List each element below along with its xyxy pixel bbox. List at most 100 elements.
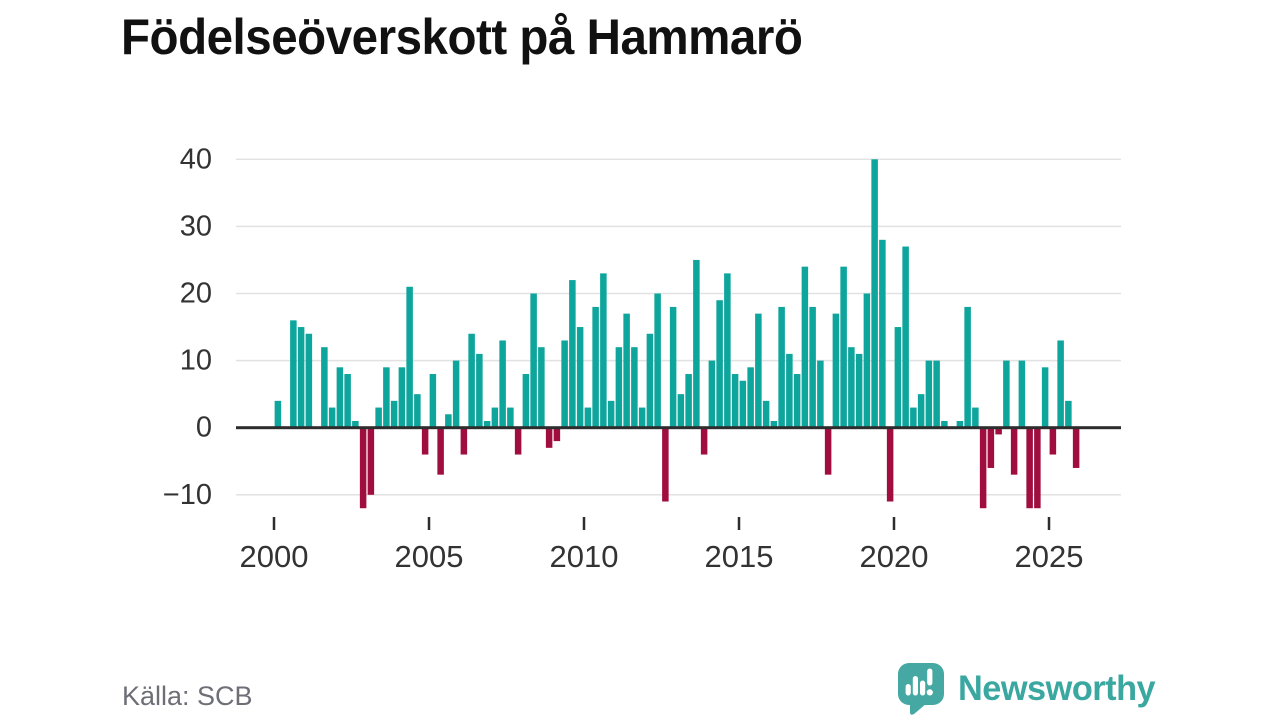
bar-2017-q2 — [809, 306, 816, 428]
x-tick-label: 2010 — [550, 539, 619, 574]
bar-2024-q1 — [1018, 360, 1026, 428]
bar-2002-q1 — [336, 367, 344, 428]
bar-2012-q3 — [662, 427, 669, 502]
bar-2011-q4 — [638, 407, 646, 428]
bar-2016-q2 — [778, 306, 785, 428]
y-tick-label: 0 — [196, 412, 212, 444]
bar-2022-q2 — [964, 306, 971, 428]
bar-2011-q1 — [615, 347, 623, 428]
x-tick-2000 — [272, 517, 276, 530]
bar-2013-q4 — [700, 427, 708, 455]
bar-2015-q3 — [755, 313, 762, 428]
bar-2017-q4 — [824, 427, 832, 475]
bar-2004-q1 — [398, 367, 406, 428]
bar-2015-q4 — [762, 400, 770, 428]
newsworthy-logo-text: Newsworthy — [958, 669, 1156, 708]
y-tick-label: 30 — [180, 210, 212, 242]
bar-2008-q4 — [545, 427, 553, 448]
bar-2017-q1 — [801, 266, 809, 428]
bar-2024-q3 — [1034, 427, 1041, 509]
bar-2000-q4 — [297, 327, 305, 428]
x-tick-label: 2025 — [1015, 539, 1084, 574]
bar-2022-q3 — [972, 407, 979, 428]
x-axis-line — [236, 426, 1121, 430]
bar-2025-q4 — [1072, 427, 1080, 468]
x-tick-label: 2020 — [860, 539, 929, 574]
bar-2021-q2 — [933, 360, 940, 428]
bar-2010-q4 — [607, 400, 615, 428]
bar-2016-q1 — [770, 420, 778, 428]
bar-2007-q4 — [514, 427, 522, 455]
y-tick-label: 40 — [180, 143, 212, 175]
newsworthy-logo-icon — [898, 663, 944, 715]
x-tick-label: 2005 — [395, 539, 464, 574]
y-tick-label: −10 — [163, 479, 212, 511]
source-label: Källa: SCB — [122, 681, 253, 711]
mini-bar-chart-exclamation-icon — [905, 668, 933, 696]
bar-2025-q1 — [1049, 427, 1057, 455]
bar-2014-q3 — [724, 273, 731, 428]
bar-2020-q3 — [910, 407, 917, 428]
gridline-40 — [236, 158, 1121, 161]
bar-2023-q3 — [1003, 360, 1010, 428]
bar-2021-q1 — [925, 360, 933, 428]
bar-2008-q3 — [538, 347, 545, 428]
bar-2004-q3 — [414, 394, 421, 428]
bar-2015-q2 — [747, 367, 754, 428]
bar-2003-q4 — [390, 400, 398, 428]
newsworthy-logo: Newsworthy — [897, 662, 1159, 716]
bar-2001-q3 — [321, 347, 328, 428]
bar-2024-q4 — [1041, 367, 1049, 428]
x-tick-2010 — [582, 517, 586, 530]
bar-2025-q2 — [1057, 340, 1064, 428]
chart-title: Födelseöverskott på Hammarö — [121, 9, 803, 65]
bar-2013-q3 — [693, 259, 700, 428]
bar-2023-q2 — [995, 427, 1002, 435]
bar-2009-q2 — [561, 340, 568, 428]
bar-2003-q2 — [375, 407, 382, 428]
bar-2004-q4 — [421, 427, 429, 455]
bar-2016-q3 — [786, 353, 793, 428]
bar-2023-q4 — [1010, 427, 1018, 475]
y-tick-label: 10 — [180, 345, 212, 377]
bar-2025-q3 — [1065, 400, 1072, 428]
x-tick-2020 — [892, 517, 896, 530]
bar-2010-q1 — [584, 407, 592, 428]
bar-2005-q4 — [452, 360, 460, 428]
bar-2020-q4 — [917, 394, 925, 428]
bar-2009-q3 — [569, 280, 576, 428]
bar-2003-q1 — [367, 427, 375, 495]
bar-2014-q1 — [708, 360, 716, 428]
bar-2024-q2 — [1026, 427, 1033, 509]
bar-2018-q2 — [840, 266, 847, 428]
bar-2006-q2 — [468, 333, 475, 428]
bar-2013-q2 — [685, 374, 692, 428]
bar-2004-q2 — [406, 286, 413, 428]
bar-2023-q1 — [987, 427, 995, 468]
x-tick-2015 — [737, 517, 741, 530]
bar-2011-q3 — [631, 347, 638, 428]
y-tick-label: 20 — [180, 278, 212, 310]
x-tick-label: 2000 — [240, 539, 309, 574]
bar-2007-q3 — [507, 407, 514, 428]
bar-2006-q1 — [460, 427, 468, 455]
bar-2008-q1 — [522, 374, 530, 428]
bar-2000-q3 — [290, 320, 297, 428]
bar-2013-q1 — [677, 394, 685, 428]
bar-2007-q1 — [491, 407, 499, 428]
bar-2016-q4 — [793, 374, 801, 428]
bar-2020-q2 — [902, 246, 909, 428]
bar-2001-q4 — [328, 407, 336, 428]
bar-2011-q2 — [623, 313, 630, 428]
bar-2002-q4 — [359, 427, 367, 509]
bar-2002-q2 — [344, 374, 351, 428]
bar-2018-q1 — [832, 313, 840, 428]
bar-2022-q1 — [956, 420, 964, 428]
bar-2006-q4 — [483, 420, 491, 428]
bar-2018-q4 — [855, 353, 863, 428]
bar-2018-q3 — [848, 347, 855, 428]
bar-2020-q1 — [894, 327, 902, 428]
bar-2003-q3 — [383, 367, 390, 428]
